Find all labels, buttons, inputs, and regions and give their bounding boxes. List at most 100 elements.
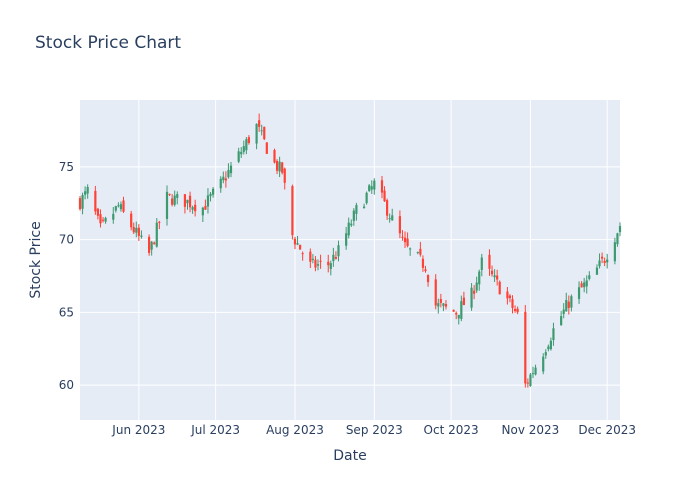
candle-body [104,217,107,222]
candle [101,217,105,223]
candle-body [409,248,412,250]
candle-body [437,303,440,307]
gridlines [80,100,620,420]
candle [570,294,573,312]
candle [421,255,425,272]
chart-title: Stock Price Chart [35,33,182,53]
candle-body [237,151,240,162]
candle-body [493,275,496,278]
candle [319,254,322,269]
candle [368,184,371,192]
candle [498,280,501,295]
candle [373,178,376,195]
candle [352,208,355,226]
candle [457,314,460,325]
y-tick-label: 60 [59,378,74,392]
candle [526,378,529,388]
candle-body [598,260,601,267]
candle-body [496,275,499,280]
candle [350,219,353,227]
candle-body [424,269,427,272]
candle-body [565,299,568,312]
candle [585,275,588,294]
candle-body [86,187,89,194]
candle-body [176,194,179,198]
candle [362,203,366,209]
candle-body [150,241,153,250]
candle [613,237,616,265]
candle [311,254,314,264]
candle-body [122,200,125,212]
candle-body [480,257,483,270]
candle-body [332,254,335,262]
candle-body [380,180,384,193]
candle [155,218,158,248]
candle-body [186,199,189,204]
candle [291,184,294,240]
candle-body [403,237,407,243]
candle [229,162,233,178]
candle [135,221,138,238]
candle [603,257,606,267]
candle-body [309,251,312,262]
candle-body [470,287,473,308]
candle-body [488,254,491,269]
candle-body [373,180,376,190]
candle [544,349,547,359]
candle [78,196,82,211]
candle-body [206,195,210,207]
candle-body [96,208,100,216]
candle-body [547,346,550,350]
candle-body [301,253,304,255]
candle [462,291,465,306]
candle [365,191,368,205]
candle-body [78,198,82,210]
candle-body [350,223,353,226]
candle [283,167,286,190]
candle [452,309,455,313]
candle [293,236,297,250]
candle-body [242,146,245,152]
candle-body [84,191,87,195]
candle [309,248,312,269]
candle-body [383,190,386,202]
candle [112,207,115,224]
candle-body [388,218,391,220]
candle [595,264,599,275]
candle-body [99,214,102,224]
candle [419,241,422,257]
candle-body [283,168,286,183]
candle [316,259,320,271]
candle-body [570,296,573,308]
candle [137,224,140,241]
candle-body [434,279,437,306]
candle-body [130,213,133,228]
candle [201,206,204,223]
candle-body [508,295,512,299]
candle [278,156,281,178]
candle-body [583,282,586,288]
candle-body [222,176,225,181]
candle-body [585,280,588,287]
candle [480,253,483,277]
candle-body [117,205,120,207]
candle [86,184,89,199]
candle [506,287,509,305]
candle [191,205,194,214]
candle [242,140,245,155]
candle [473,285,476,300]
candle-body [209,193,212,197]
candle [490,265,494,277]
candle [434,274,437,310]
candle [493,269,496,282]
candle [206,188,210,214]
candle-body [362,206,366,209]
x-tick-label: Dec 2023 [578,423,636,437]
candle [84,186,87,200]
candle-body [511,299,514,308]
candle-body [258,120,261,127]
candle-body [158,221,161,223]
candle [183,194,187,214]
candle [334,251,338,260]
